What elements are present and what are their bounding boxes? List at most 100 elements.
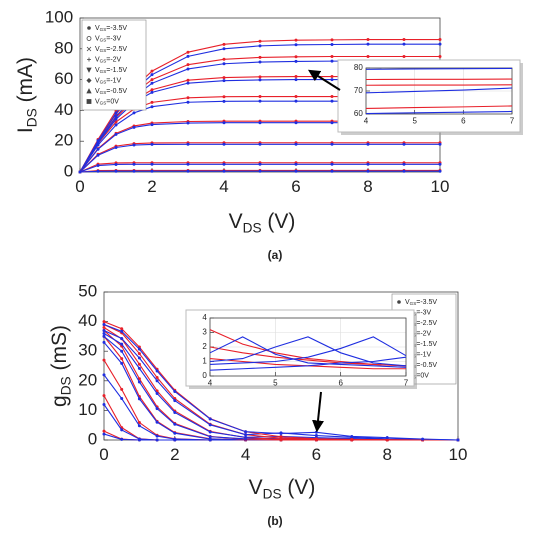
data-point: [330, 38, 334, 42]
data-point: [155, 420, 159, 424]
x-tick-label: 4: [208, 378, 213, 387]
data-point: [120, 397, 124, 401]
data-point: [96, 139, 100, 143]
data-point: [438, 42, 442, 46]
data-point: [294, 95, 298, 99]
legend-label: VGS=-2.5V: [95, 46, 127, 53]
data-point: [294, 43, 298, 47]
data-point: [402, 169, 406, 173]
data-point: [96, 164, 100, 168]
axes-box: [365, 67, 513, 115]
data-point: [102, 340, 106, 344]
data-point: [438, 38, 442, 42]
data-point: [314, 434, 318, 438]
data-point: [208, 423, 212, 427]
y-tick-label: 1: [202, 357, 207, 366]
data-point: [173, 431, 177, 435]
arrow: [307, 69, 341, 91]
data-point: [155, 438, 159, 442]
data-point: [294, 99, 298, 103]
data-point: [330, 99, 334, 103]
data-point: [114, 114, 118, 118]
data-point: [155, 369, 159, 373]
arrow: [312, 391, 324, 433]
data-point: [150, 105, 154, 109]
data-point: [208, 435, 212, 439]
data-point: [137, 380, 141, 384]
legend-marker: [86, 46, 92, 52]
x-tick-label: 2: [147, 177, 156, 196]
data-point: [102, 320, 106, 324]
legend-marker: [86, 67, 92, 73]
data-point: [186, 54, 190, 58]
data-point: [294, 59, 298, 63]
data-point: [155, 434, 159, 438]
data-point: [279, 435, 283, 439]
data-point: [385, 436, 389, 440]
data-point: [102, 373, 106, 377]
data-point: [96, 153, 100, 157]
data-point: [330, 162, 334, 166]
data-point: [102, 334, 106, 338]
x-tick-label: 8: [363, 177, 372, 196]
inset-frame: [337, 59, 521, 133]
y-tick-label: 40: [54, 100, 73, 119]
data-point: [258, 39, 262, 43]
data-point: [186, 121, 190, 125]
y-tick-label: 20: [54, 131, 73, 150]
data-point: [222, 162, 226, 166]
data-point: [330, 78, 334, 82]
data-point: [314, 437, 318, 441]
data-point: [155, 392, 159, 396]
data-point: [137, 362, 141, 366]
data-point: [330, 55, 334, 58]
data-point: [102, 394, 106, 398]
x-tick-label: 10: [431, 177, 450, 196]
y-tick-label: 4: [202, 313, 207, 322]
data-point: [150, 100, 154, 104]
data-point: [150, 123, 154, 127]
data-point: [173, 422, 177, 426]
data-point: [366, 169, 370, 173]
data-point: [222, 47, 226, 51]
legend-label: VGS=0V: [95, 98, 119, 105]
data-point: [258, 99, 262, 103]
data-point: [222, 99, 226, 103]
data-point: [150, 69, 154, 73]
data-point: [438, 169, 442, 173]
data-point: [294, 55, 298, 59]
x-tick-label: 6: [338, 378, 343, 387]
data-point: [120, 361, 124, 365]
x-tick-label: 6: [312, 445, 321, 464]
data-point: [173, 399, 177, 403]
data-point: [258, 162, 262, 166]
data-line: [210, 336, 406, 368]
data-point: [366, 162, 370, 166]
data-line: [366, 87, 512, 94]
data-line: [366, 105, 512, 110]
data-point: [102, 358, 106, 362]
data-point: [114, 123, 118, 127]
y-tick-label: 0: [202, 371, 207, 380]
data-line: [210, 356, 406, 371]
data-point: [294, 162, 298, 166]
data-point: [294, 169, 298, 173]
data-point: [222, 121, 226, 125]
data-point: [137, 421, 141, 425]
data-point: [114, 120, 118, 124]
y-tick-label: 40: [78, 311, 97, 330]
data-point: [258, 44, 262, 48]
legend-label: VGS=-2V: [95, 56, 122, 63]
y-tick-label: 0: [88, 429, 97, 448]
data-point: [279, 431, 283, 435]
x-tick-label: 6: [291, 177, 300, 196]
data-point: [456, 438, 460, 442]
data-point: [120, 327, 124, 331]
data-point: [385, 438, 389, 442]
data-point: [366, 38, 370, 42]
legend-box: [81, 19, 147, 111]
data-point: [120, 357, 124, 361]
legend-marker: [87, 57, 91, 62]
data-point: [114, 162, 118, 166]
